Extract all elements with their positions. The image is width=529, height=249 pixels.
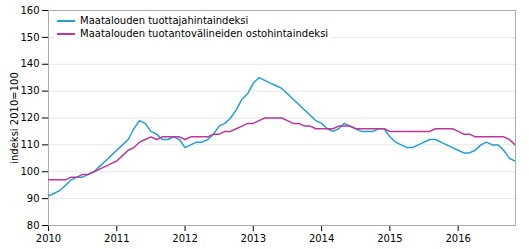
html-text:Maatalouden tuottajahintaindek: Maatalouden tuottajahintaindeksi bbox=[80, 15, 249, 26]
svg-text:80: 80 bbox=[27, 220, 40, 231]
svg-text:2012: 2012 bbox=[172, 233, 197, 244]
svg-text:90: 90 bbox=[27, 193, 40, 204]
svg-text:2010: 2010 bbox=[36, 233, 61, 244]
svg-text:110: 110 bbox=[20, 139, 39, 150]
html-text:Maatalouden tuotantovälineiden: Maatalouden tuotantovälineiden ostohinta… bbox=[80, 28, 329, 39]
svg-text:2011: 2011 bbox=[104, 233, 129, 244]
svg-text:2013: 2013 bbox=[241, 233, 266, 244]
svg-text:2014: 2014 bbox=[309, 233, 334, 244]
svg-text:140: 140 bbox=[20, 58, 39, 69]
svg-text:160: 160 bbox=[20, 5, 39, 16]
svg-text:2016: 2016 bbox=[445, 233, 470, 244]
svg-text:indeksi 2010=100: indeksi 2010=100 bbox=[9, 72, 20, 164]
svg-text:2015: 2015 bbox=[377, 233, 402, 244]
svg-text:100: 100 bbox=[20, 166, 39, 177]
svg-text:130: 130 bbox=[20, 85, 39, 96]
svg-text:120: 120 bbox=[20, 112, 39, 123]
svg-text:150: 150 bbox=[20, 32, 39, 43]
